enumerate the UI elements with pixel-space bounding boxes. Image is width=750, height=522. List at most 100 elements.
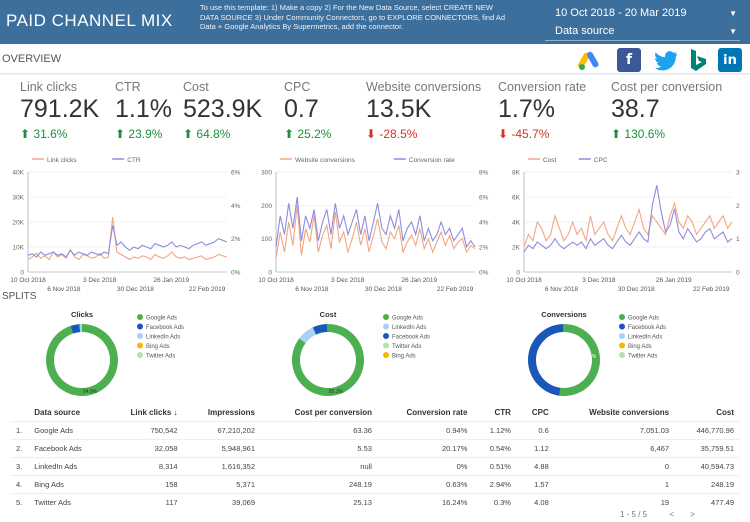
- dropdown-arrow-icon: ▼: [729, 26, 737, 36]
- x-tick-label: 22 Feb 2019: [437, 286, 474, 293]
- prev-page-button[interactable]: <: [669, 510, 675, 519]
- series-line-link-clicks: [27, 216, 228, 261]
- cell-cost: 35,759.51: [675, 438, 740, 457]
- donut-slice-facebook-ads: [70, 324, 81, 334]
- legend-dot: [137, 342, 143, 349]
- y-tick-label: 4K: [512, 220, 521, 227]
- cell-conversion-rate: 0.63%: [377, 474, 474, 493]
- cell-cost-per-conversion: 63.36: [261, 420, 378, 439]
- template-instructions: To use this template: 1) Make a copy 2) …: [200, 3, 506, 31]
- x-tick-label: 30 Dec 2018: [618, 286, 655, 293]
- kpi-delta: ⬆ 64.8%: [183, 127, 262, 141]
- cell-cost: 477.49: [675, 492, 740, 511]
- legend-dot: [383, 314, 389, 320]
- x-tick-label: 26 Jan 2019: [401, 277, 437, 284]
- cell-cpc: 4.88: [516, 456, 555, 475]
- kpi-label: CPC: [284, 80, 311, 94]
- header-cost-per-conversion[interactable]: Cost per conversion: [294, 407, 372, 417]
- kpi-label: Cost per conversion: [611, 80, 723, 94]
- series-line-ctr: [27, 225, 228, 258]
- x-tick-label: 6 Nov 2018: [47, 286, 81, 293]
- cell-impressions: 1,616,352: [183, 456, 261, 475]
- kpi-delta-value: 130.6%: [624, 127, 666, 141]
- cell-cpc: 0.6: [516, 420, 555, 439]
- legend-label: LinkedIn Ads: [146, 334, 180, 340]
- cell-website-conversions: 0: [554, 456, 676, 475]
- next-page-button[interactable]: >: [690, 510, 695, 519]
- donut-slice-google-ads: [559, 324, 600, 396]
- y-tick-label: 0: [268, 270, 272, 277]
- cell-data-source: Google Ads: [28, 420, 107, 439]
- x-tick-label: 30 Dec 2018: [365, 286, 402, 293]
- kpi-delta-value: -45.7%: [511, 127, 550, 141]
- y-tick-label: 6K: [512, 195, 521, 202]
- row-index: 4.: [10, 474, 29, 493]
- y-tick-label: 40K: [12, 170, 24, 177]
- legend-label: Facebook Ads: [392, 334, 430, 340]
- donut-slice-label: 85.3%: [329, 389, 344, 395]
- header-conversion-rate[interactable]: Conversion rate: [406, 407, 468, 417]
- cell-data-source: LinkedIn Ads: [28, 456, 107, 475]
- cell-data-source: Bing Ads: [28, 474, 107, 493]
- y-tick-label: 200: [261, 203, 272, 210]
- date-range-picker[interactable]: 10 Oct 2018 - 20 Mar 2019 ▼: [525, 4, 745, 22]
- legend-dot: [137, 323, 143, 330]
- cell-cost: 248.19: [675, 474, 740, 493]
- report-header: PAID CHANNEL MIX To use this template: 1…: [0, 0, 750, 44]
- x-tick-label: 10 Oct 2018: [10, 277, 46, 284]
- kpi-value: 791.2K: [20, 95, 100, 123]
- header-cost[interactable]: Cost: [716, 407, 734, 417]
- table-row: 4. Bing Ads 158 5,371 248.19 0.63% 2.94%…: [10, 474, 740, 493]
- y2-tick-label: 4%: [231, 203, 241, 210]
- legend-label: Website conversions: [295, 157, 356, 164]
- splits-label: SPLITS: [2, 291, 37, 302]
- series-line-cost: [523, 201, 733, 248]
- cell-link-clicks: 117: [106, 492, 184, 511]
- legend-label: Google Ads: [628, 315, 659, 321]
- twitter-icon: [655, 51, 678, 71]
- legend-label: Bing Ads: [146, 344, 170, 350]
- line-chart-clicks-ctr: Link clicks CTR 40K 30K 20K 10K 0 6% 4% 2% 0% 10 Oc…: [10, 157, 241, 293]
- table-row: 3. LinkedIn Ads 8,314 1,616,352 null 0% …: [10, 456, 740, 475]
- kpi-value: 13.5K: [366, 95, 432, 123]
- x-tick-label: 22 Feb 2019: [693, 286, 730, 293]
- y2-tick-label: 2%: [479, 245, 489, 252]
- data-source-selector[interactable]: Data source ▼: [525, 22, 745, 40]
- cell-website-conversions: 7,051.03: [554, 420, 676, 439]
- legend-label: Facebook Ads: [146, 325, 184, 331]
- down-arrow-icon: ⬇: [366, 127, 380, 141]
- cell-impressions: 39,069: [183, 492, 261, 511]
- header-impressions[interactable]: Impressions: [207, 407, 255, 417]
- cell-data-source: Twitter Ads: [28, 492, 107, 511]
- donut-title: Conversions: [541, 310, 586, 319]
- header-ctr[interactable]: CTR: [494, 407, 511, 417]
- cell-cpc: 1.12: [516, 438, 555, 457]
- y2-tick-label: 0%: [231, 270, 241, 277]
- x-tick-label: 3 Dec 2018: [582, 277, 616, 284]
- cell-conversion-rate: 0%: [377, 456, 474, 475]
- x-tick-label: 10 Oct 2018: [506, 277, 542, 284]
- y2-tick-label: 3: [736, 170, 740, 177]
- kpi-delta: ⬆ 25.2%: [284, 127, 331, 141]
- header-data-source[interactable]: Data source: [34, 407, 81, 417]
- cell-cost-per-conversion: null: [261, 456, 378, 475]
- cell-cost: 40,594.73: [675, 456, 740, 475]
- cell-link-clicks: 158: [106, 474, 184, 493]
- donut-slice-label: 47.8%: [542, 352, 557, 358]
- cell-conversion-rate: 20.17%: [377, 438, 474, 457]
- donut-slice-facebook-ads: [528, 324, 564, 396]
- cell-cost: 446,770.96: [675, 420, 740, 439]
- kpi-label: Website conversions: [366, 80, 482, 94]
- header-link-clicks[interactable]: Link clicks ↓: [130, 407, 178, 417]
- date-controls: 10 Oct 2018 - 20 Mar 2019 ▼ Data source …: [525, 4, 745, 40]
- kpi-delta-value: 25.2%: [297, 127, 332, 141]
- y2-tick-label: 4%: [479, 220, 489, 227]
- header-cpc[interactable]: CPC: [531, 407, 549, 417]
- table-row: 5. Twitter Ads 117 39,069 25.13 16.24% 0…: [10, 492, 740, 511]
- legend-label: Conversion rate: [409, 157, 455, 164]
- y2-tick-label: 6%: [479, 195, 489, 202]
- y-tick-label: 8K: [512, 170, 521, 177]
- header-website-conversions[interactable]: Website conversions: [589, 407, 670, 417]
- cell-impressions: 5,371: [183, 474, 261, 493]
- kpi-delta: ⬆ 31.6%: [20, 127, 99, 141]
